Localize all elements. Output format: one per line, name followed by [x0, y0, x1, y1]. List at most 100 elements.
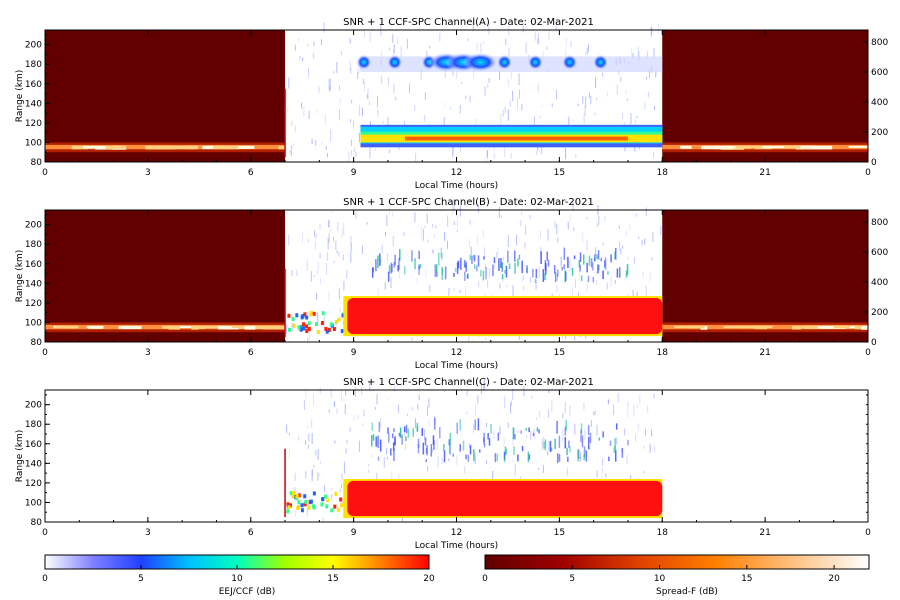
noise-streak — [444, 389, 446, 393]
spreadf-patch — [105, 145, 115, 150]
noise-streak — [510, 153, 512, 159]
spreadf-patch — [833, 325, 850, 329]
noise-streak — [541, 105, 543, 108]
noise-streak — [485, 459, 487, 465]
noise-streak — [477, 395, 479, 404]
noise-streak — [309, 331, 311, 341]
eej-patch — [325, 504, 329, 509]
noise-streak — [633, 256, 635, 265]
echo-streak — [434, 264, 436, 278]
noise-streak — [324, 485, 326, 493]
echo-streak — [573, 255, 576, 260]
colorbar-label: EEJ/CCF (dB) — [219, 587, 276, 597]
eej-patch — [292, 491, 296, 496]
noise-streak — [414, 418, 416, 429]
noise-streak — [330, 494, 332, 501]
noise-streak — [411, 337, 413, 341]
noise-streak — [560, 256, 562, 266]
spreadf-patch — [746, 145, 762, 148]
noise-streak — [369, 32, 371, 43]
noise-streak — [465, 95, 467, 99]
echo-streak — [517, 454, 519, 462]
noise-streak — [377, 95, 379, 108]
noise-streak — [535, 279, 537, 290]
noise-streak — [384, 282, 386, 290]
noise-streak — [627, 257, 629, 260]
noise-streak — [586, 240, 588, 251]
echo-streak — [556, 453, 559, 464]
noise-streak — [392, 235, 394, 247]
noise-streak — [647, 405, 649, 413]
noise-streak — [621, 112, 623, 120]
noise-streak — [507, 109, 509, 121]
eej-patch — [303, 312, 307, 317]
noise-streak — [364, 29, 366, 38]
eej-patch — [309, 312, 313, 317]
echo-streak — [465, 454, 467, 460]
noise-streak — [368, 101, 370, 106]
noise-streak — [650, 26, 652, 38]
y-tick-label: 100 — [25, 138, 42, 148]
noise-streak — [503, 437, 505, 446]
noise-streak — [488, 23, 490, 35]
noise-streak — [350, 250, 352, 263]
noise-streak — [326, 262, 328, 275]
noise-streak — [476, 234, 478, 246]
y-tick-label: 160 — [25, 440, 42, 450]
noise-streak — [485, 337, 487, 341]
echo-streak — [469, 445, 472, 455]
x-tick-label: 0 — [865, 348, 871, 358]
eej-patch — [327, 327, 331, 332]
noise-streak — [626, 455, 628, 465]
noise-streak — [627, 401, 629, 411]
spreadf-patch — [191, 325, 199, 330]
echo-streak — [436, 271, 438, 277]
noise-streak — [328, 220, 330, 228]
noise-streak — [619, 241, 621, 251]
noise-streak — [518, 73, 520, 85]
noise-streak — [343, 461, 345, 474]
noise-streak — [380, 259, 382, 263]
noise-streak — [443, 116, 445, 129]
echo-streak — [483, 432, 485, 445]
noise-streak — [318, 473, 320, 477]
eej-patch — [302, 326, 306, 331]
eej-patch — [291, 316, 295, 321]
noise-streak — [329, 78, 331, 91]
noise-streak — [310, 271, 312, 282]
noise-streak — [328, 292, 330, 302]
noise-streak — [403, 121, 405, 126]
noise-streak — [369, 380, 371, 392]
noise-streak — [459, 205, 461, 217]
noise-streak — [573, 227, 575, 231]
echo-streak — [566, 448, 569, 455]
noise-streak — [585, 52, 587, 57]
noise-streak — [590, 95, 592, 105]
noise-streak — [391, 471, 393, 481]
noise-streak — [658, 23, 660, 35]
noise-streak — [381, 245, 383, 253]
echo-blob — [527, 54, 544, 71]
noise-streak — [380, 418, 382, 428]
noise-streak — [630, 112, 632, 125]
echo-streak — [592, 262, 594, 271]
noise-streak — [654, 446, 656, 453]
spreadf-patch — [819, 325, 846, 329]
noise-streak — [307, 425, 309, 430]
eej-patch — [304, 499, 308, 504]
noise-streak — [472, 254, 474, 260]
noise-streak — [596, 470, 598, 478]
echo-streak — [501, 274, 504, 280]
noise-streak — [480, 42, 482, 53]
noise-streak — [414, 212, 416, 223]
echo-streak — [587, 425, 590, 436]
noise-streak — [480, 383, 482, 394]
noise-streak — [322, 498, 324, 505]
y-tick-label: 200 — [25, 41, 42, 51]
spreadf-region — [45, 30, 286, 162]
noise-streak — [595, 247, 597, 256]
colorbar-rect — [484, 554, 870, 570]
noise-streak — [483, 382, 485, 391]
noise-streak — [350, 149, 352, 157]
